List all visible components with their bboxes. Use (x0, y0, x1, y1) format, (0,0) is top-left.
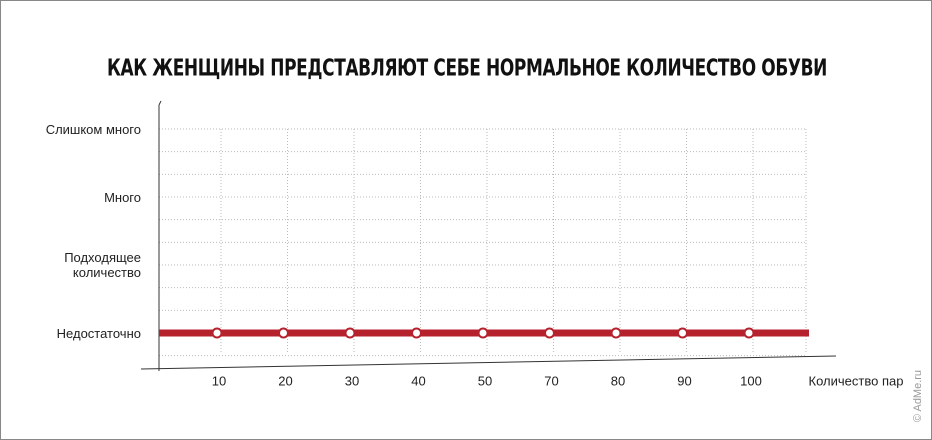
data-point (544, 327, 555, 339)
y-axis-arrow (158, 100, 162, 106)
watermark: © AdMe.ru (912, 370, 924, 422)
chart-title: КАК ЖЕНЩИНЫ ПРЕДСТАВЛЯЮТ СЕБЕ НОРМАЛЬНОЕ… (107, 56, 827, 82)
y-tick-label: Подходящее количество (64, 250, 141, 280)
data-point (677, 327, 688, 339)
data-point (211, 327, 223, 339)
y-tick-label: Слишком много (45, 121, 141, 137)
data-point (344, 327, 356, 339)
data-point (743, 327, 755, 339)
x-axis (140, 355, 837, 370)
x-tick-label: 90 (677, 373, 691, 388)
y-tick-label: Недостаточно (56, 325, 141, 341)
y-tick-label: Много (104, 189, 141, 205)
x-tick-label: 40 (411, 373, 425, 388)
data-point (411, 327, 422, 339)
x-tick-label: 20 (278, 373, 292, 388)
x-tick-label: 100 (740, 373, 762, 388)
x-tick-label: 10 (212, 373, 226, 388)
x-tick-label: 30 (345, 373, 359, 388)
x-tick-label: 80 (611, 373, 625, 388)
x-axis-label: Количество пар (809, 373, 904, 388)
data-point (278, 327, 289, 339)
data-point (477, 327, 489, 339)
x-tick-label: 50 (478, 373, 492, 388)
x-tick-label: 70 (544, 373, 558, 388)
data-point (610, 327, 622, 339)
